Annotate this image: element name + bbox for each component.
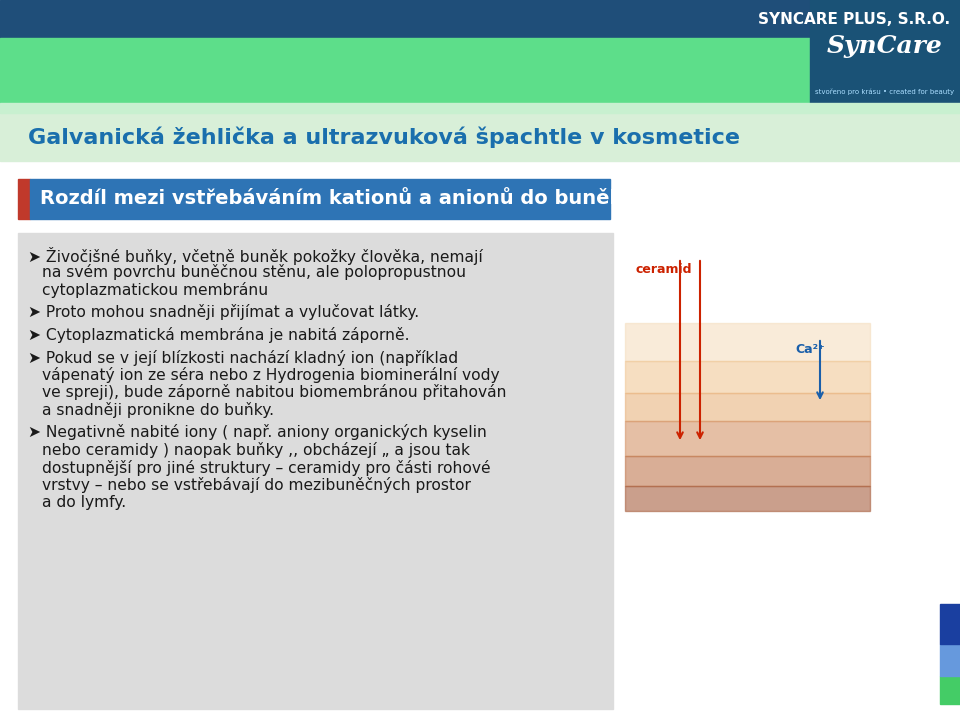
Bar xyxy=(0,113,960,161)
Bar xyxy=(620,219,930,709)
Bar xyxy=(625,361,870,393)
Bar xyxy=(940,676,960,704)
Text: nebo ceramidy ) naopak buňky ,, obcházejí „ a jsou tak: nebo ceramidy ) naopak buňky ,, obcházej… xyxy=(42,442,470,458)
Bar xyxy=(0,103,960,113)
Bar xyxy=(625,486,870,511)
Text: vápenatý ion ze séra nebo z Hydrogenia biominerální vody: vápenatý ion ze séra nebo z Hydrogenia b… xyxy=(42,367,499,383)
Text: dostupnější pro jiné struktury – ceramidy pro části rohové: dostupnější pro jiné struktury – ceramid… xyxy=(42,460,491,476)
Text: ve spreji), bude záporně nabitou biomembránou přitahován: ve spreji), bude záporně nabitou biomemb… xyxy=(42,384,507,400)
Bar xyxy=(625,323,870,361)
Text: cytoplazmatickou membránu: cytoplazmatickou membránu xyxy=(42,282,268,298)
Text: stvořeno pro krásu • created for beauty: stvořeno pro krásu • created for beauty xyxy=(815,88,954,95)
Text: Rozdíl mezi vstřebáváním kationů a anionů do buněk: Rozdíl mezi vstřebáváním kationů a anion… xyxy=(40,190,622,209)
Text: ➤ Proto mohou snadněji přijímat a vylučovat látky.: ➤ Proto mohou snadněji přijímat a vylučo… xyxy=(28,305,420,321)
Text: Ca²⁺: Ca²⁺ xyxy=(795,343,825,356)
Text: ➤ Negativně nabité iony ( např. aniony organických kyselin: ➤ Negativně nabité iony ( např. aniony o… xyxy=(28,424,487,440)
Bar xyxy=(18,233,613,709)
Bar xyxy=(940,644,960,676)
Text: ceramid: ceramid xyxy=(635,263,691,276)
Text: Galvanická žehlička a ultrazvuková špachtle v kosmetice: Galvanická žehlička a ultrazvuková špach… xyxy=(28,126,740,148)
Text: na svém povrchu buněčnou stěnu, ale polopropustnou: na svém povrchu buněčnou stěnu, ale polo… xyxy=(42,264,466,280)
Text: ➤ Cytoplazmatická membrána je nabitá záporně.: ➤ Cytoplazmatická membrána je nabitá záp… xyxy=(28,327,410,343)
Bar xyxy=(625,393,870,421)
Text: SynCare: SynCare xyxy=(828,34,943,59)
Bar xyxy=(0,0,960,38)
Text: vrstvy – nebo se vstřebávají do mezibuněčných prostor: vrstvy – nebo se vstřebávají do mezibuně… xyxy=(42,477,470,493)
Text: SYNCARE PLUS, S.R.O.: SYNCARE PLUS, S.R.O. xyxy=(757,12,950,27)
Bar xyxy=(30,179,610,219)
Bar xyxy=(625,421,870,456)
Bar xyxy=(810,0,960,103)
Bar xyxy=(0,38,810,103)
Text: ➤ Pokud se v její blízkosti nachází kladný ion (například: ➤ Pokud se v její blízkosti nachází klad… xyxy=(28,350,458,366)
Text: ➤ Živočišné buňky, včetně buněk pokožky člověka, nemají: ➤ Živočišné buňky, včetně buněk pokožky … xyxy=(28,247,483,265)
Bar xyxy=(625,456,870,486)
Bar xyxy=(18,179,30,219)
Text: a snadněji pronikne do buňky.: a snadněji pronikne do buňky. xyxy=(42,402,274,418)
Bar xyxy=(0,161,960,724)
Text: a do lymfy.: a do lymfy. xyxy=(42,494,126,510)
Bar xyxy=(940,604,960,644)
